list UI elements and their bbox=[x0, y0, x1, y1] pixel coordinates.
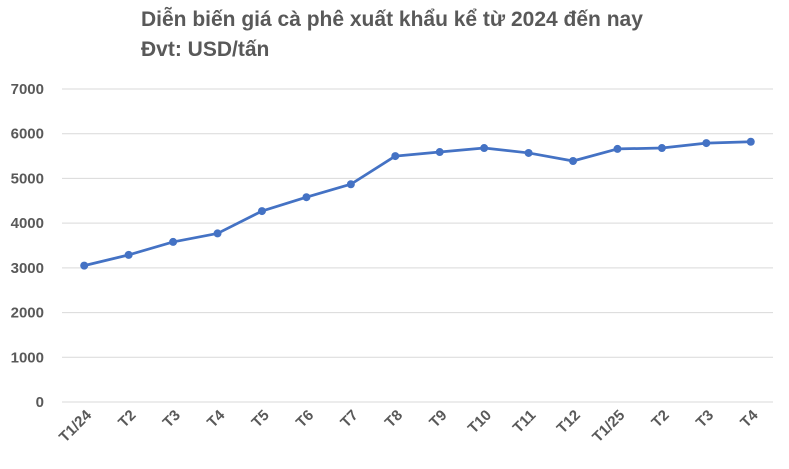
x-tick-label: T4 bbox=[204, 406, 229, 431]
y-tick-label: 4000 bbox=[11, 215, 44, 232]
x-tick-label: T2 bbox=[115, 407, 139, 431]
y-tick-label: 0 bbox=[36, 394, 44, 411]
data-point bbox=[257, 207, 266, 216]
x-tick-label: T3 bbox=[160, 407, 184, 431]
y-tick-label: 6000 bbox=[11, 126, 44, 143]
data-point bbox=[435, 148, 444, 157]
data-point bbox=[746, 137, 755, 146]
data-point bbox=[169, 237, 178, 246]
y-tick-label: 1000 bbox=[11, 349, 44, 366]
chart-subtitle: Đvt: USD/tấn bbox=[141, 38, 270, 61]
data-point bbox=[302, 193, 311, 202]
x-tick-label: T9 bbox=[426, 407, 450, 431]
data-point bbox=[213, 229, 222, 238]
x-tick-label: T5 bbox=[248, 407, 272, 431]
data-point bbox=[613, 144, 622, 153]
x-tick-label: T6 bbox=[293, 407, 317, 431]
x-tick-label: T2 bbox=[648, 407, 672, 431]
data-point bbox=[80, 261, 89, 270]
y-tick-label: 7000 bbox=[11, 81, 44, 98]
y-tick-label: 2000 bbox=[11, 305, 44, 322]
data-point bbox=[391, 152, 400, 161]
data-point bbox=[480, 144, 489, 153]
series-line bbox=[82, 140, 753, 267]
x-tick-label: T3 bbox=[693, 407, 717, 431]
y-tick-label: 3000 bbox=[11, 260, 44, 277]
data-point bbox=[124, 250, 133, 259]
x-tick-label: T10 bbox=[465, 407, 495, 437]
data-point bbox=[524, 148, 533, 157]
x-tick-label: T11 bbox=[510, 407, 540, 437]
x-tick-label: T4 bbox=[737, 406, 762, 431]
chart-title: Diễn biến giá cà phê xuất khẩu kể từ 202… bbox=[141, 8, 643, 31]
x-tick-label: T1/24 bbox=[56, 406, 96, 446]
data-point bbox=[657, 144, 666, 153]
data-point bbox=[346, 180, 355, 189]
data-point bbox=[569, 156, 578, 165]
x-tick-label: T12 bbox=[554, 407, 584, 437]
x-tick-label: T1/25 bbox=[589, 407, 628, 446]
x-tick-label: T7 bbox=[337, 407, 361, 431]
y-tick-label: 5000 bbox=[11, 170, 44, 187]
data-point bbox=[702, 139, 711, 148]
x-tick-label: T8 bbox=[382, 407, 406, 431]
